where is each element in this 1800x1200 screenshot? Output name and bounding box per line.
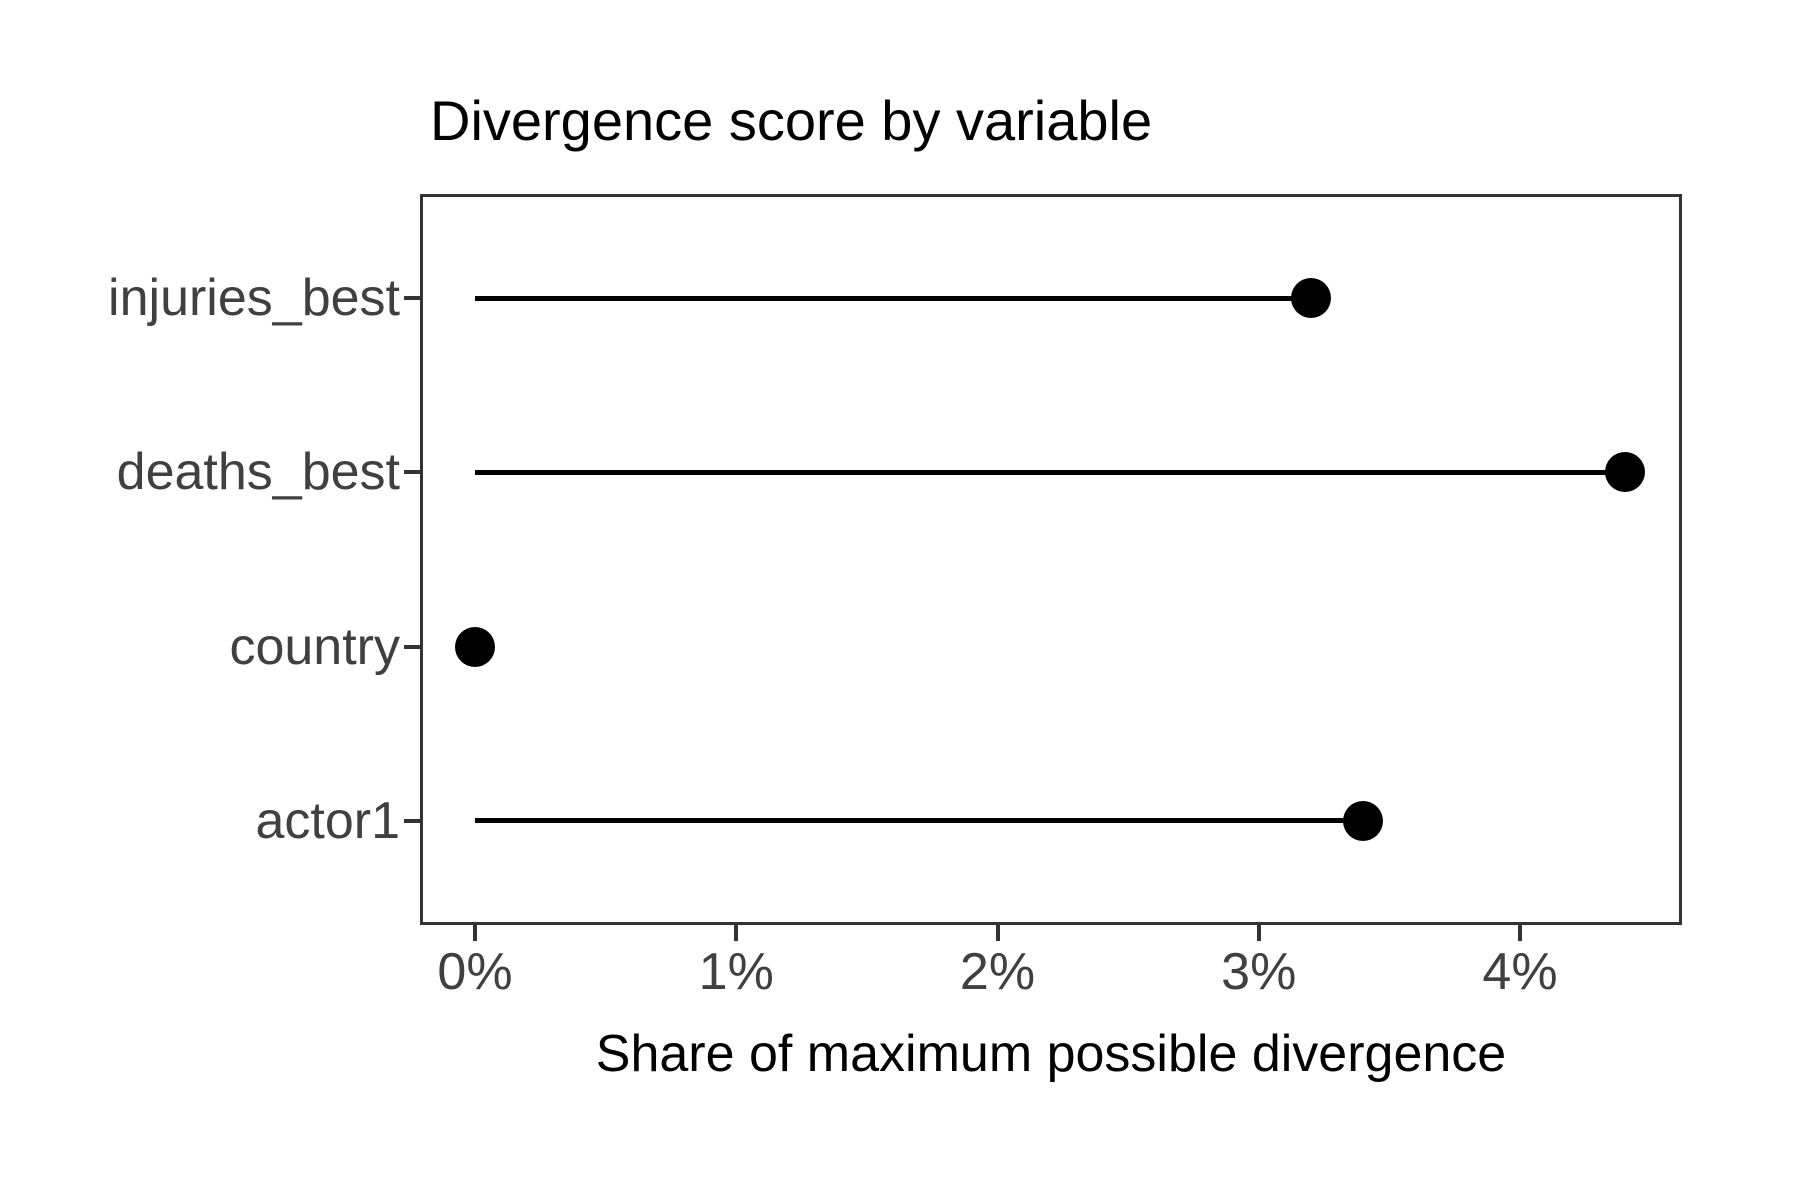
y-axis-tick — [404, 470, 420, 475]
plot-panel — [420, 194, 1682, 925]
y-axis-tick — [404, 644, 420, 649]
x-axis-tick-label: 1% — [698, 943, 774, 1001]
y-axis-tick — [404, 296, 420, 301]
x-axis-tick — [473, 925, 477, 941]
x-axis-tick — [995, 925, 1000, 941]
x-axis-tick — [1518, 925, 1522, 941]
x-axis-tick-label: 0% — [437, 943, 513, 1001]
y-axis-tick — [404, 818, 420, 823]
data-point-actor1 — [1343, 800, 1384, 841]
x-axis-tick — [1256, 925, 1261, 941]
data-point-deaths_best — [1604, 452, 1645, 493]
x-axis-tick — [734, 925, 739, 941]
lollipop-stem-deaths_best — [475, 469, 1625, 475]
y-axis-label-deaths_best: deaths_best — [116, 443, 400, 502]
x-axis-tick-label: 3% — [1221, 943, 1297, 1001]
y-axis-label-country: country — [229, 617, 400, 676]
x-axis-tick-label: 4% — [1482, 943, 1558, 1001]
data-point-country — [455, 626, 495, 667]
data-point-injuries_best — [1291, 278, 1331, 319]
y-axis-label-actor1: actor1 — [255, 791, 400, 850]
lollipop-stem-injuries_best — [475, 295, 1311, 301]
lollipop-stem-actor1 — [475, 818, 1364, 824]
chart-title: Divergence score by variable — [430, 89, 1153, 152]
y-axis-label-injuries_best: injuries_best — [108, 269, 400, 328]
x-axis-tick-label: 2% — [959, 943, 1036, 1001]
x-axis-title: Share of maximum possible divergence — [595, 1025, 1507, 1083]
